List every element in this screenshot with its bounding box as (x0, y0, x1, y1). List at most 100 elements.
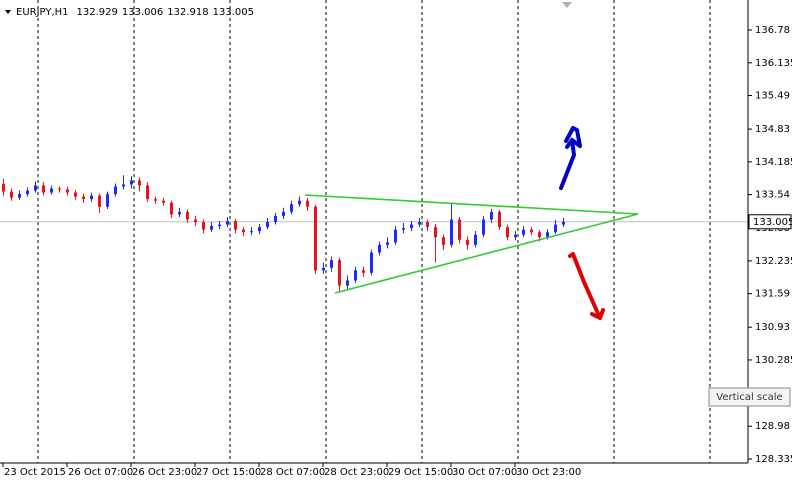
candle-body (458, 219, 461, 240)
candle-body (290, 204, 293, 212)
y-tick-label: 128.98 (755, 421, 790, 432)
candle-body (146, 185, 149, 200)
candle-body (178, 211, 181, 215)
candle-body (210, 226, 213, 230)
header-value: 133.006 (122, 7, 163, 18)
candle-body (402, 228, 405, 230)
y-tick-label: 130.93 (755, 322, 790, 333)
header-value: 132.929 (77, 7, 118, 18)
down-arrow[interactable] (568, 252, 605, 320)
candle-body (170, 202, 173, 215)
candle-body (554, 224, 557, 233)
candle-body (482, 219, 485, 235)
candle-body (258, 227, 261, 232)
candle-body (274, 215, 277, 223)
y-tick-label: 131.59 (755, 289, 790, 300)
candle-body (298, 200, 301, 205)
candle-body (354, 270, 357, 281)
candle-body (98, 195, 101, 207)
candle-body (322, 267, 325, 271)
candle-body (218, 224, 221, 227)
candle-body (82, 196, 85, 200)
candle-body (282, 211, 285, 216)
shift-marker (562, 2, 572, 8)
candle-body (202, 222, 205, 230)
dropdown-icon[interactable] (5, 10, 11, 14)
chart-title: EURJPY,H1 (16, 7, 69, 18)
candle-body (194, 219, 197, 223)
candle-body (498, 211, 501, 228)
candle-body (306, 200, 309, 207)
candle-body (2, 183, 5, 192)
candle-body (546, 232, 549, 238)
grid (0, 0, 748, 463)
candle-body (426, 222, 429, 228)
candle-body (66, 189, 69, 193)
candle-body (138, 180, 141, 186)
trend-line[interactable] (334, 213, 639, 294)
x-tick-label: 30 Oct 07:00 (452, 467, 517, 478)
x-tick-label: 27 Oct 15:00 (196, 467, 261, 478)
candle-body (106, 194, 109, 207)
candle-body (538, 232, 541, 238)
x-tick-label: 28 Oct 07:00 (260, 467, 325, 478)
y-tick-label: 128.335 (755, 454, 792, 465)
candle-body (50, 188, 53, 193)
x-tick-label: 29 Oct 15:00 (388, 467, 453, 478)
candle-body (378, 244, 381, 253)
y-tick-label: 134.185 (755, 157, 792, 168)
candle-body (370, 252, 373, 273)
up-arrow[interactable] (559, 126, 582, 190)
tooltip-box (708, 387, 791, 407)
candle-body (562, 221, 565, 225)
y-tick-label: 134.83 (755, 124, 790, 135)
candle-body (386, 242, 389, 245)
candle-body (122, 184, 125, 187)
candle-body (338, 260, 341, 286)
x-tick-label: 26 Oct 07:00 (68, 467, 133, 478)
candle-body (346, 280, 349, 286)
candle-body (18, 194, 21, 198)
candle-body (522, 229, 525, 235)
y-tick-label: 133.54 (755, 190, 790, 201)
candle-body (234, 221, 237, 230)
candle-body (186, 211, 189, 220)
last-price-box (748, 214, 792, 230)
candle-body (226, 221, 229, 225)
candle-body (250, 231, 253, 233)
candle-body (466, 239, 469, 245)
candle-body (58, 188, 61, 190)
candle-body (450, 219, 453, 245)
candle-body (514, 234, 517, 238)
candle-body (154, 199, 157, 201)
candle-body (74, 192, 77, 197)
y-tick-label: 132.235 (755, 256, 792, 267)
candle-body (10, 191, 13, 198)
candle-body (434, 227, 437, 238)
tooltip: Vertical scale (716, 392, 782, 403)
candle-body (330, 260, 333, 268)
candle-body (130, 180, 133, 185)
candle-body (26, 190, 29, 195)
candle-body (34, 185, 37, 191)
x-tick-label: 30 Oct 23:00 (516, 467, 581, 478)
candle-body (530, 229, 533, 233)
trend-line[interactable] (304, 194, 639, 215)
candle-body (162, 200, 165, 203)
candle-body (506, 227, 509, 238)
x-tick-label: 26 Oct 23:00 (132, 467, 197, 478)
y-tick-label: 136.78 (755, 25, 790, 36)
candle-body (362, 270, 365, 273)
candle-body (42, 185, 45, 193)
x-tick-label: 23 Oct 2015 (4, 467, 66, 478)
candle-body (418, 222, 421, 225)
header-value: 133.005 (213, 7, 254, 18)
x-tick-label: 28 Oct 23:00 (324, 467, 389, 478)
last-price-label: 133.005 (753, 217, 792, 228)
candle-body (314, 206, 317, 271)
candles (2, 175, 565, 293)
y-tick-label: 136.135 (755, 58, 792, 69)
y-tick-label: 135.49 (755, 91, 790, 102)
axes: 136.78 136.135 135.49 134.83 134.185 133.54 13… (2, 25, 792, 478)
